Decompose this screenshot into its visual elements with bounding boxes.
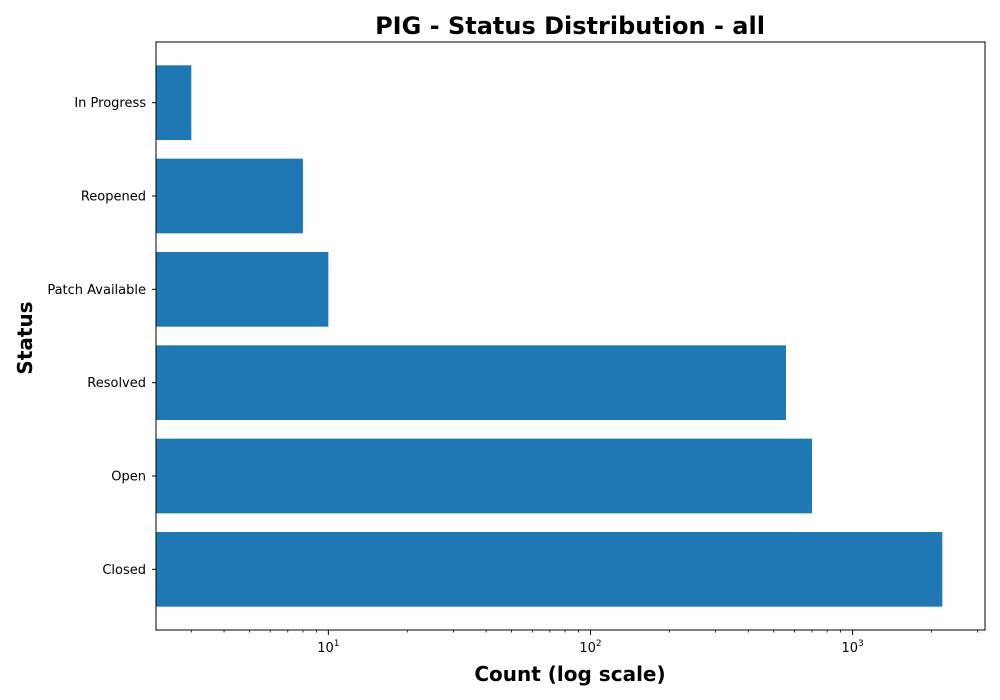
x-tick-exponent: 1 (334, 639, 340, 649)
bar (156, 532, 943, 607)
x-axis-ticks: 101 102 103 (190, 630, 979, 656)
y-tick-label: Patch Available (47, 283, 146, 298)
x-axis-label: Count (log scale) (474, 662, 665, 686)
x-tick-exponent: 3 (858, 639, 864, 649)
y-tick-label: Resolved (87, 376, 146, 391)
x-tick-base: 10 (841, 641, 858, 656)
bar (156, 252, 329, 327)
x-tick-label: 103 (841, 639, 863, 656)
x-tick-base: 10 (579, 641, 596, 656)
y-axis-ticks: Closed Open Resolved Patch Available Reopene… (47, 96, 156, 578)
plot-frame (155, 41, 986, 631)
bar (156, 345, 786, 420)
bars (156, 65, 943, 607)
bar (156, 65, 192, 140)
x-tick-label: 101 (317, 639, 339, 656)
y-axis-label: Status (13, 301, 37, 374)
y-tick-label: In Progress (74, 96, 146, 111)
y-tick-label: Reopened (81, 190, 146, 205)
bar (156, 438, 812, 514)
bar (156, 158, 303, 234)
x-tick-exponent: 2 (596, 639, 602, 649)
y-tick-label: Open (111, 470, 146, 485)
x-tick-base: 10 (317, 641, 334, 656)
y-tick-label: Closed (102, 563, 146, 578)
chart-title: PIG - Status Distribution - all (375, 12, 765, 40)
x-tick-label: 102 (579, 639, 601, 656)
